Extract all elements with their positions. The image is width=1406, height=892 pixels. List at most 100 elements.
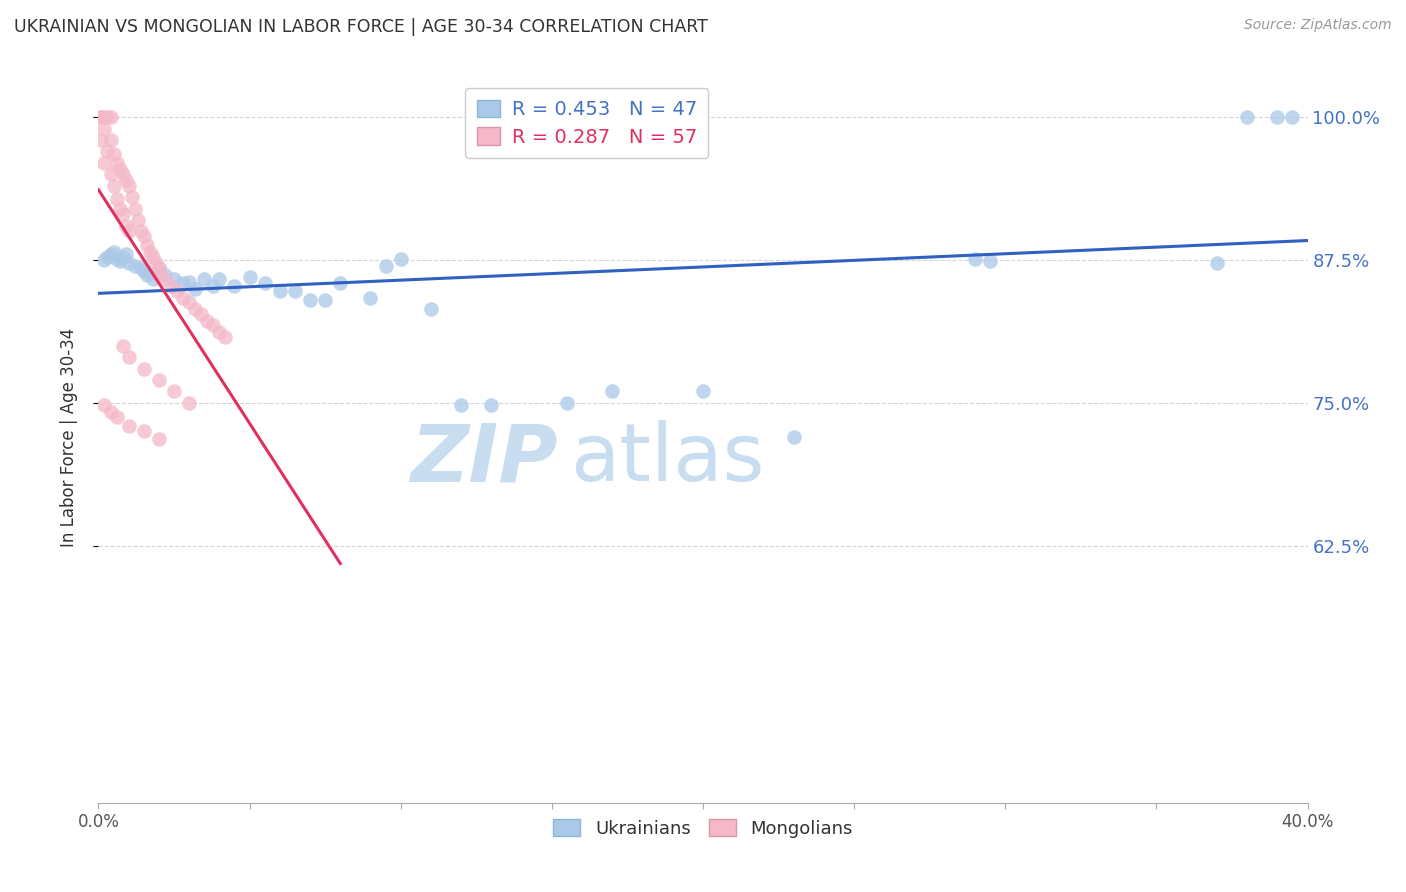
Point xyxy=(208,325,231,339)
Point xyxy=(103,146,125,161)
Point xyxy=(108,202,131,216)
Point xyxy=(153,268,176,282)
Point xyxy=(148,260,170,275)
Point xyxy=(114,219,136,233)
Point xyxy=(148,433,170,447)
Point xyxy=(124,259,146,273)
Point xyxy=(360,291,382,305)
Point xyxy=(118,350,141,364)
Text: ZIP: ZIP xyxy=(411,420,558,498)
Point xyxy=(105,156,128,170)
Point xyxy=(100,110,122,124)
Point xyxy=(105,193,128,207)
Point xyxy=(132,228,155,243)
Point xyxy=(153,272,176,286)
Point xyxy=(269,284,291,298)
Point xyxy=(299,293,322,307)
Point xyxy=(602,384,624,399)
Point xyxy=(142,272,165,286)
Point xyxy=(93,121,115,136)
Point xyxy=(93,398,115,412)
Point xyxy=(148,260,170,275)
Point xyxy=(1206,256,1229,270)
Point xyxy=(100,167,122,181)
Point xyxy=(114,173,136,187)
Point xyxy=(139,244,162,259)
Point xyxy=(166,284,188,298)
Point xyxy=(132,425,155,439)
Point xyxy=(129,224,152,238)
Y-axis label: In Labor Force | Age 30-34: In Labor Force | Age 30-34 xyxy=(59,327,77,547)
Point xyxy=(100,133,122,147)
Point xyxy=(127,213,149,227)
Point xyxy=(132,361,155,376)
Point xyxy=(284,284,307,298)
Point xyxy=(90,110,112,124)
Point xyxy=(142,250,165,264)
Point xyxy=(965,252,987,266)
Point xyxy=(420,302,443,317)
Point xyxy=(692,384,714,399)
Point xyxy=(124,202,146,216)
Point xyxy=(184,281,207,295)
Point xyxy=(103,178,125,193)
Text: atlas: atlas xyxy=(569,420,765,498)
Point xyxy=(214,329,236,343)
Point xyxy=(111,207,134,221)
Point xyxy=(202,318,225,332)
Point xyxy=(105,409,128,424)
Point xyxy=(481,398,503,412)
Text: Source: ZipAtlas.com: Source: ZipAtlas.com xyxy=(1244,18,1392,32)
Point xyxy=(105,252,128,266)
Point xyxy=(111,250,134,264)
Point xyxy=(979,254,1001,268)
Point xyxy=(100,405,122,419)
Point xyxy=(179,275,201,289)
Text: UKRAINIAN VS MONGOLIAN IN LABOR FORCE | AGE 30-34 CORRELATION CHART: UKRAINIAN VS MONGOLIAN IN LABOR FORCE | … xyxy=(14,18,709,36)
Legend: Ukrainians, Mongolians: Ukrainians, Mongolians xyxy=(546,813,860,845)
Point xyxy=(93,156,115,170)
Point xyxy=(90,110,112,124)
Point xyxy=(208,272,231,286)
Point xyxy=(96,145,118,159)
Point xyxy=(108,254,131,268)
Point xyxy=(148,373,170,387)
Point xyxy=(253,276,276,290)
Point xyxy=(118,178,141,193)
Point xyxy=(374,259,396,273)
Point xyxy=(111,167,134,181)
Point xyxy=(93,252,115,267)
Point xyxy=(555,396,578,410)
Point xyxy=(190,307,212,321)
Point xyxy=(145,256,167,270)
Point xyxy=(179,396,201,410)
Point xyxy=(129,260,152,275)
Point xyxy=(224,279,246,293)
Point xyxy=(121,190,143,204)
Point xyxy=(111,338,134,352)
Point xyxy=(132,264,155,278)
Point xyxy=(118,224,141,238)
Point xyxy=(135,238,157,252)
Point xyxy=(163,272,186,286)
Point xyxy=(90,133,112,147)
Point xyxy=(314,293,336,307)
Point xyxy=(172,291,194,305)
Point xyxy=(96,110,118,124)
Point xyxy=(163,384,186,399)
Point xyxy=(160,279,183,293)
Point xyxy=(184,302,207,317)
Point xyxy=(96,250,118,264)
Point xyxy=(118,418,141,433)
Point xyxy=(202,279,225,293)
Point xyxy=(172,276,194,290)
Point xyxy=(1267,110,1289,124)
Point xyxy=(193,272,215,286)
Point xyxy=(1281,110,1303,124)
Point xyxy=(239,270,262,285)
Point xyxy=(108,161,131,176)
Point xyxy=(783,430,806,444)
Point xyxy=(329,276,352,290)
Point xyxy=(1236,110,1258,124)
Point xyxy=(195,313,218,327)
